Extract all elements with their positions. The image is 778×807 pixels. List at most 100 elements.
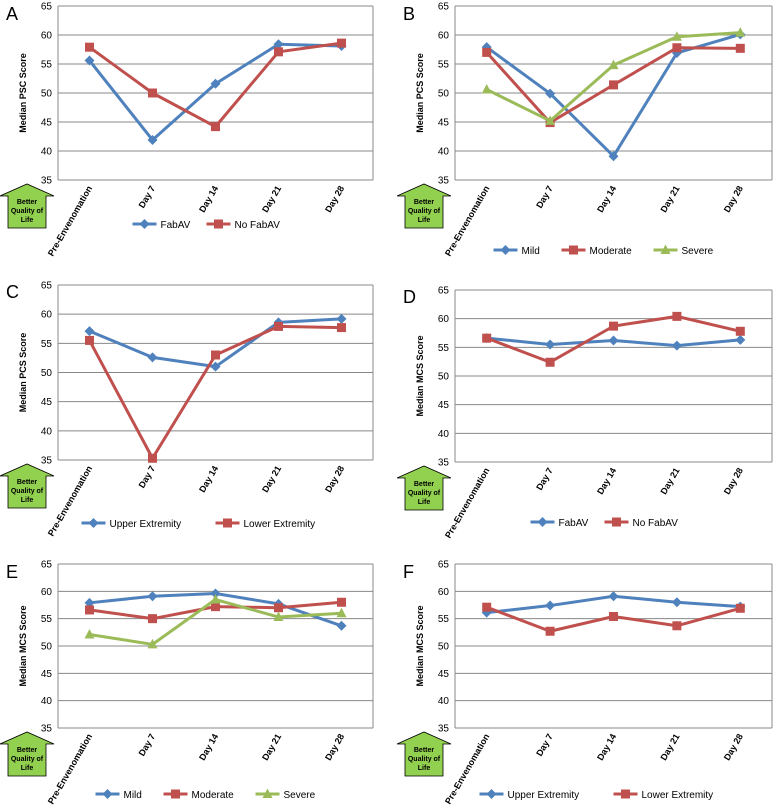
legend-marker xyxy=(262,788,273,798)
x-tick-label: Day 14 xyxy=(197,184,220,214)
x-tick-label: Pre-Envenomation xyxy=(443,466,491,540)
better-quality-label: Quality of xyxy=(408,756,441,763)
x-tick-label: Pre-Envenomation xyxy=(46,184,94,258)
x-tick-label: Day 28 xyxy=(323,732,346,762)
better-quality-label: Life xyxy=(418,765,431,772)
better-quality-label: Quality of xyxy=(11,488,44,495)
legend-label: Upper Extremity xyxy=(508,790,580,801)
legend-item: Lower Extremity xyxy=(613,789,714,801)
better-quality-label: Quality of xyxy=(408,490,441,497)
y-tick-label: 55 xyxy=(438,343,450,354)
legend-marker xyxy=(660,244,671,254)
legend-item: Mild xyxy=(95,789,142,801)
y-tick-label: 60 xyxy=(438,314,450,325)
x-tick-label: Day 28 xyxy=(323,184,346,214)
better-quality-label: Better xyxy=(414,747,435,754)
y-tick-label: 65 xyxy=(438,2,450,13)
legend-marker xyxy=(214,219,223,229)
y-tick-label: 65 xyxy=(438,286,450,297)
x-tick-label: Day 7 xyxy=(137,184,158,210)
y-tick-label: 35 xyxy=(438,724,450,735)
y-tick-label: 55 xyxy=(438,614,450,625)
data-point xyxy=(608,59,619,70)
y-tick-label: 65 xyxy=(41,281,53,292)
data-point xyxy=(672,43,682,53)
legend-label: Mild xyxy=(124,790,142,801)
data-point xyxy=(336,620,347,631)
legend-marker xyxy=(88,518,99,528)
y-axis-label: Median MCS Score xyxy=(415,605,425,686)
y-axis-label: Median MCS Score xyxy=(415,335,425,416)
legend-label: Lower Extremity xyxy=(642,790,714,801)
legend-item: Moderate xyxy=(163,789,234,801)
y-tick-label: 55 xyxy=(41,60,53,71)
data-point xyxy=(337,38,346,48)
y-tick-label: 40 xyxy=(41,147,53,158)
legend-label: No FabAV xyxy=(235,220,281,231)
data-point xyxy=(609,611,618,621)
legend-item: FabAV xyxy=(530,517,589,529)
data-point xyxy=(671,340,682,351)
x-tick-label: Day 21 xyxy=(260,732,283,762)
data-point xyxy=(608,335,619,346)
y-tick-label: 45 xyxy=(438,118,450,129)
data-point xyxy=(336,313,347,324)
x-tick-label: Day 28 xyxy=(722,466,745,496)
x-tick-label: Day 14 xyxy=(595,732,618,762)
data-point xyxy=(672,621,682,631)
better-quality-label: Better xyxy=(17,199,38,206)
data-point xyxy=(482,602,492,612)
data-point xyxy=(84,597,95,608)
data-point xyxy=(735,334,746,345)
data-point xyxy=(337,597,346,607)
y-tick-label: 45 xyxy=(438,400,450,411)
better-quality-label: Life xyxy=(21,217,34,224)
legend-item: Upper Extremity xyxy=(479,789,580,801)
x-tick-label: Day 7 xyxy=(534,184,555,210)
legend-marker xyxy=(621,789,630,799)
x-tick-label: Day 21 xyxy=(658,466,681,496)
data-point xyxy=(481,84,492,94)
chart-panel-A: A 35 40 45 50 55 60 65 Median PSC Score Pre-Enven… xyxy=(0,2,374,258)
data-point xyxy=(84,55,95,66)
data-point xyxy=(545,626,555,636)
better-quality-arrow xyxy=(0,463,55,509)
legend-label: FabAV xyxy=(161,220,191,231)
legend-label: Mild xyxy=(522,246,540,257)
data-point xyxy=(545,115,556,125)
data-point xyxy=(671,597,682,608)
y-tick-label: 45 xyxy=(41,397,53,408)
y-axis-label: Median PCS Score xyxy=(18,333,28,413)
x-tick-label: Day 14 xyxy=(197,464,220,494)
data-point xyxy=(735,603,745,613)
x-tick-label: Pre-Envenomation xyxy=(443,184,491,258)
y-tick-label: 50 xyxy=(41,89,53,100)
better-quality-arrow xyxy=(396,731,452,777)
data-point xyxy=(735,27,746,37)
legend-item: Mild xyxy=(493,245,540,257)
better-quality-label: Life xyxy=(418,499,431,506)
data-point xyxy=(84,326,95,337)
legend-marker xyxy=(223,518,232,528)
y-tick-label: 35 xyxy=(41,724,53,735)
y-tick-label: 50 xyxy=(41,642,53,653)
legend-label: Severe xyxy=(284,790,316,801)
data-point xyxy=(672,311,682,321)
y-tick-label: 40 xyxy=(438,147,450,158)
y-tick-label: 40 xyxy=(41,696,53,707)
legend-item: Upper Extremity xyxy=(81,518,181,530)
panel-letter: F xyxy=(403,562,414,582)
legend-marker xyxy=(537,517,548,527)
panel-letter: C xyxy=(6,282,19,302)
better-quality-label: Better xyxy=(17,747,38,754)
data-point xyxy=(85,42,94,52)
x-tick-label: Day 21 xyxy=(260,464,283,494)
data-point xyxy=(608,151,619,162)
data-point xyxy=(273,39,284,50)
legend-label: Severe xyxy=(682,246,714,257)
y-tick-label: 35 xyxy=(41,176,53,187)
x-tick-label: Pre-Envenomation xyxy=(46,732,94,806)
x-tick-label: Day 14 xyxy=(197,732,220,762)
